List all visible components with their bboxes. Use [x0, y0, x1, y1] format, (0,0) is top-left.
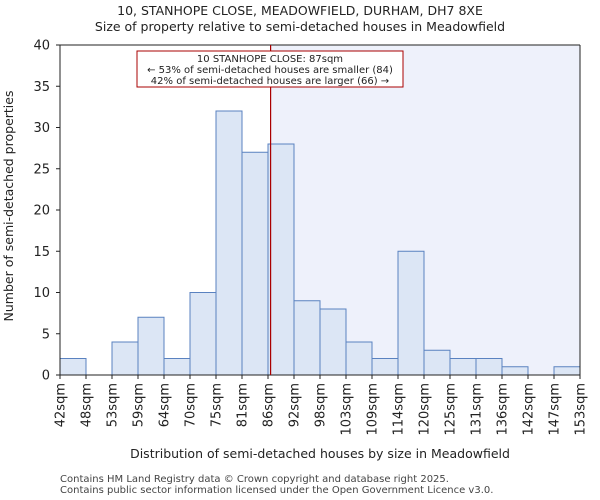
- histogram-bar: [449, 358, 477, 376]
- annotation-line: ← 53% of semi-detached houses are smalle…: [147, 65, 393, 76]
- x-tick-label: 114sqm: [392, 383, 407, 436]
- y-tick-label: 25: [33, 162, 50, 177]
- y-tick-label: 10: [33, 286, 50, 301]
- x-tick-label: 70sqm: [184, 383, 199, 427]
- x-axis-label: Distribution of semi-detached houses by …: [130, 446, 510, 461]
- histogram-bar: [293, 300, 321, 376]
- x-tick-label: 53sqm: [106, 383, 121, 427]
- x-tick-label: 92sqm: [288, 383, 303, 427]
- x-tick-label: 147sqm: [548, 383, 563, 436]
- x-tick-label: 81sqm: [236, 383, 251, 427]
- histogram-bar: [59, 358, 87, 376]
- histogram-bar: [345, 341, 373, 376]
- footer-copyright: Contains HM Land Registry data © Crown c…: [60, 474, 449, 485]
- x-tick-label: 109sqm: [366, 383, 381, 436]
- y-tick-label: 35: [33, 80, 50, 95]
- x-tick-label: 48sqm: [80, 383, 95, 427]
- y-axis-label: Number of semi-detached properties: [1, 91, 16, 322]
- x-tick-label: 103sqm: [340, 383, 355, 436]
- y-tick-label: 30: [33, 121, 50, 136]
- x-tick-label: 42sqm: [54, 383, 69, 427]
- chart-subtitle: Size of property relative to semi-detach…: [94, 19, 506, 34]
- histogram-bar: [319, 308, 347, 376]
- y-tick-label: 15: [33, 245, 50, 260]
- histogram-bar: [397, 250, 425, 376]
- x-tick-label: 142sqm: [522, 383, 537, 436]
- y-tick-label: 40: [33, 39, 50, 54]
- histogram-bar: [371, 358, 399, 376]
- histogram-bar: [241, 151, 269, 376]
- chart-title: 10, STANHOPE CLOSE, MEADOWFIELD, DURHAM,…: [117, 3, 483, 18]
- footer-licence: Contains public sector information licen…: [60, 485, 494, 496]
- x-tick-label: 64sqm: [158, 383, 173, 427]
- annotation-box: [136, 50, 404, 88]
- x-tick-label: 75sqm: [210, 383, 225, 427]
- y-tick-label: 20: [33, 204, 50, 219]
- x-tick-label: 120sqm: [418, 383, 433, 436]
- histogram-bar: [423, 349, 451, 376]
- x-tick-label: 131sqm: [470, 383, 485, 436]
- annotation-line: 10 STANHOPE CLOSE: 87sqm: [197, 54, 343, 65]
- histogram-bar: [215, 110, 243, 376]
- histogram-bar: [189, 292, 217, 376]
- y-tick-label: 0: [42, 369, 50, 384]
- histogram-bar: [163, 358, 191, 376]
- histogram-bar: [111, 341, 139, 376]
- x-tick-label: 125sqm: [444, 383, 459, 436]
- annotation-line: 42% of semi-detached houses are larger (…: [151, 76, 389, 87]
- x-tick-label: 136sqm: [496, 383, 511, 436]
- histogram-bar: [137, 316, 165, 376]
- histogram-bar: [475, 358, 503, 376]
- x-tick-label: 153sqm: [574, 383, 589, 436]
- x-tick-label: 98sqm: [314, 383, 329, 427]
- x-tick-label: 86sqm: [262, 383, 277, 427]
- histogram-chart: 0 5 10 15 20 25 30 35 40 42sqm 48sqm 53sqm 59sqm 64sq…: [1, 39, 589, 462]
- histogram-bar: [501, 366, 529, 376]
- histogram-bar: [553, 366, 581, 376]
- histogram-bar: [267, 143, 295, 376]
- y-tick-label: 5: [42, 327, 50, 342]
- x-tick-label: 59sqm: [132, 383, 147, 427]
